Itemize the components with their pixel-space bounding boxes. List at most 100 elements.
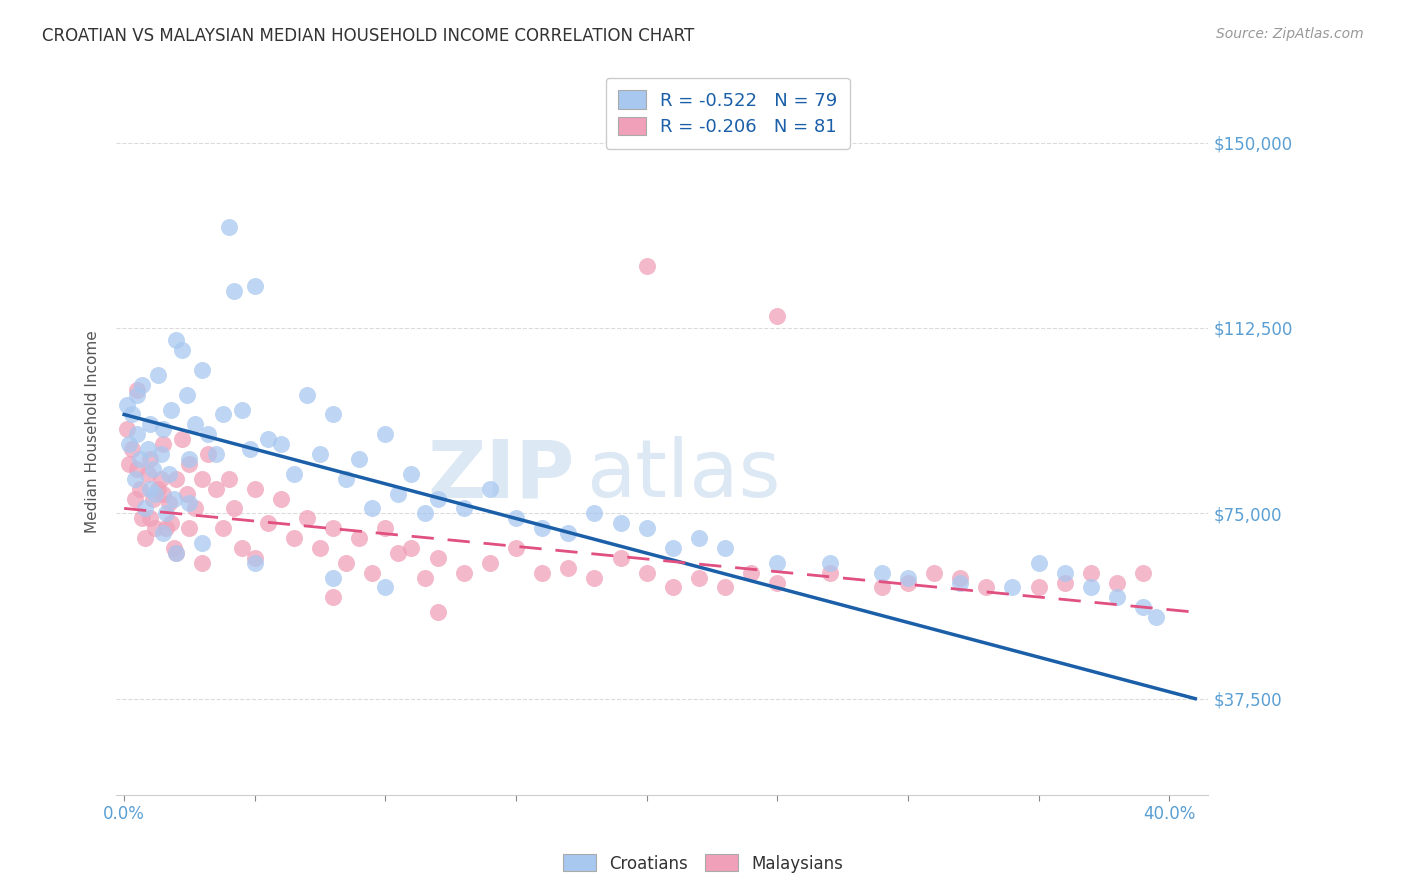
- Point: [127, 388, 149, 402]
- Point: [413, 506, 436, 520]
- Point: [149, 447, 172, 461]
- Point: [766, 556, 789, 570]
- Point: [1132, 600, 1154, 615]
- Point: [949, 571, 972, 585]
- Point: [1105, 591, 1128, 605]
- Point: [127, 462, 149, 476]
- Point: [139, 482, 162, 496]
- Point: [270, 437, 292, 451]
- Point: [387, 546, 409, 560]
- Point: [231, 402, 253, 417]
- Point: [134, 531, 156, 545]
- Point: [270, 491, 292, 506]
- Point: [1080, 566, 1102, 580]
- Point: [197, 427, 219, 442]
- Point: [136, 442, 159, 456]
- Point: [212, 521, 235, 535]
- Point: [222, 501, 245, 516]
- Point: [179, 496, 201, 510]
- Point: [349, 531, 371, 545]
- Point: [134, 501, 156, 516]
- Point: [897, 575, 920, 590]
- Point: [714, 541, 737, 555]
- Point: [222, 284, 245, 298]
- Point: [212, 408, 235, 422]
- Point: [283, 531, 305, 545]
- Text: CROATIAN VS MALAYSIAN MEDIAN HOUSEHOLD INCOME CORRELATION CHART: CROATIAN VS MALAYSIAN MEDIAN HOUSEHOLD I…: [42, 27, 695, 45]
- Point: [238, 442, 260, 456]
- Point: [204, 482, 226, 496]
- Point: [118, 437, 141, 451]
- Point: [115, 422, 138, 436]
- Point: [142, 462, 165, 476]
- Point: [531, 566, 554, 580]
- Point: [170, 343, 193, 358]
- Point: [426, 491, 449, 506]
- Y-axis label: Median Household Income: Median Household Income: [86, 330, 100, 533]
- Point: [176, 486, 198, 500]
- Point: [478, 556, 501, 570]
- Point: [145, 486, 167, 500]
- Point: [1053, 566, 1076, 580]
- Text: Source: ZipAtlas.com: Source: ZipAtlas.com: [1216, 27, 1364, 41]
- Point: [609, 550, 631, 565]
- Point: [145, 521, 167, 535]
- Point: [349, 452, 371, 467]
- Point: [897, 571, 920, 585]
- Point: [183, 501, 205, 516]
- Point: [374, 581, 396, 595]
- Point: [557, 560, 579, 574]
- Point: [124, 472, 146, 486]
- Point: [152, 437, 174, 451]
- Point: [413, 571, 436, 585]
- Point: [818, 556, 841, 570]
- Point: [243, 482, 266, 496]
- Point: [1053, 575, 1076, 590]
- Legend: Croatians, Malaysians: Croatians, Malaysians: [555, 847, 851, 880]
- Point: [322, 521, 344, 535]
- Text: ZIP: ZIP: [427, 436, 575, 515]
- Point: [1144, 610, 1167, 624]
- Point: [121, 408, 143, 422]
- Point: [766, 575, 789, 590]
- Point: [243, 279, 266, 293]
- Point: [1001, 581, 1024, 595]
- Point: [127, 427, 149, 442]
- Point: [146, 482, 169, 496]
- Point: [152, 422, 174, 436]
- Point: [231, 541, 253, 555]
- Point: [609, 516, 631, 531]
- Point: [218, 219, 240, 234]
- Point: [361, 501, 384, 516]
- Point: [309, 447, 332, 461]
- Point: [139, 511, 162, 525]
- Point: [179, 457, 201, 471]
- Point: [714, 581, 737, 595]
- Point: [740, 566, 762, 580]
- Point: [163, 541, 186, 555]
- Point: [152, 486, 174, 500]
- Point: [583, 506, 606, 520]
- Point: [179, 521, 201, 535]
- Point: [165, 334, 187, 348]
- Point: [401, 541, 423, 555]
- Point: [118, 457, 141, 471]
- Point: [688, 571, 710, 585]
- Point: [949, 575, 972, 590]
- Point: [426, 605, 449, 619]
- Point: [401, 467, 423, 481]
- Point: [922, 566, 945, 580]
- Point: [124, 491, 146, 506]
- Point: [191, 536, 214, 550]
- Point: [218, 472, 240, 486]
- Point: [309, 541, 332, 555]
- Point: [1080, 581, 1102, 595]
- Point: [361, 566, 384, 580]
- Point: [170, 432, 193, 446]
- Point: [295, 511, 318, 525]
- Point: [426, 550, 449, 565]
- Point: [505, 541, 527, 555]
- Point: [335, 472, 357, 486]
- Point: [505, 511, 527, 525]
- Point: [128, 452, 150, 467]
